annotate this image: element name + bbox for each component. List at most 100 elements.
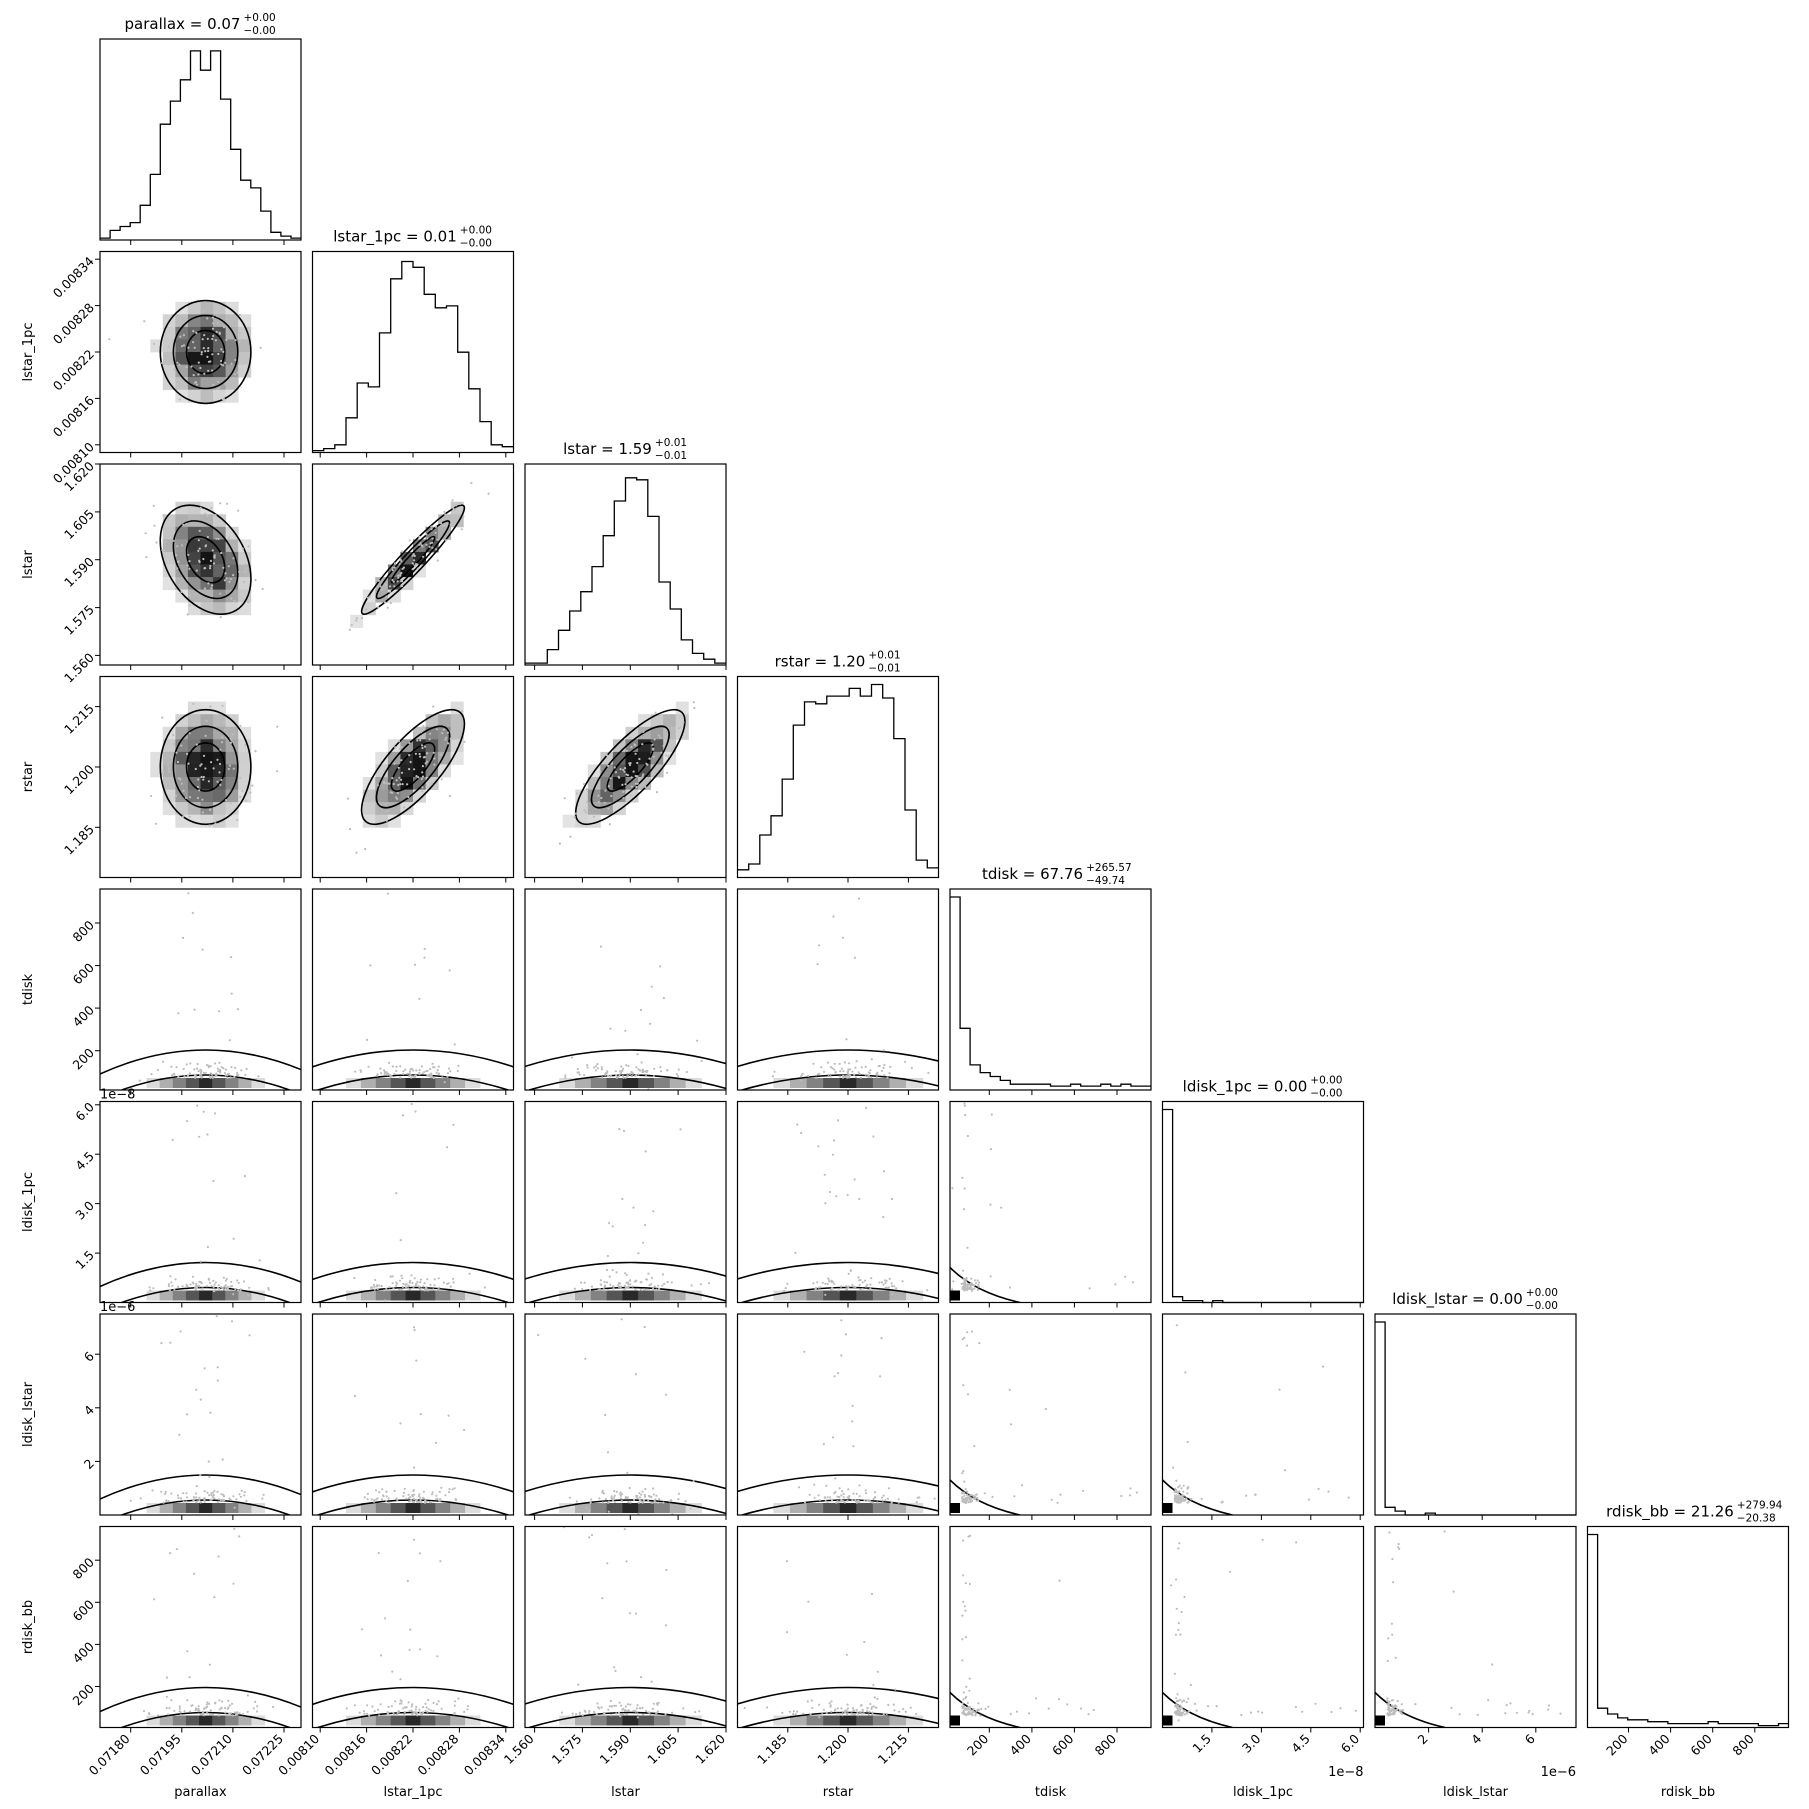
sample-point [963, 1707, 966, 1710]
density-cell [187, 739, 201, 753]
sample-point [1177, 1719, 1180, 1722]
sample-point [801, 1073, 804, 1076]
density-cell [146, 1078, 161, 1088]
sample-point [1185, 1701, 1188, 1704]
sample-point [685, 1070, 688, 1074]
sample-point [815, 1076, 818, 1079]
sample-point [629, 1703, 632, 1706]
sample-point [212, 767, 215, 770]
sample-point [1174, 1498, 1177, 1501]
sample-point [433, 757, 436, 760]
sample-point [891, 1293, 894, 1296]
sample-point [625, 1281, 628, 1284]
density-cell [225, 726, 239, 740]
density-cell [200, 314, 214, 328]
sample-point [661, 1284, 664, 1287]
sample-point [901, 1280, 904, 1283]
sample-point [186, 564, 189, 567]
sample-point [962, 1470, 965, 1473]
sample-point [366, 1492, 369, 1495]
sample-point [1181, 1494, 1184, 1497]
sample-point [638, 1499, 641, 1502]
title-minus: −0.00 [460, 238, 492, 250]
sample-point [194, 1707, 198, 1710]
sample-point [884, 1286, 887, 1289]
sample-point [424, 1702, 427, 1705]
sample-point [1178, 1542, 1181, 1545]
density-cell [839, 1290, 857, 1301]
sample-point [170, 756, 174, 759]
sample-point [428, 738, 431, 741]
sample-point [207, 369, 210, 372]
sample-point [592, 815, 596, 818]
sample-point [212, 334, 215, 338]
sample-point [575, 792, 578, 795]
sample-point [1170, 1584, 1173, 1587]
sample-point [373, 1710, 376, 1713]
x-tick-label: 1.200 [814, 1731, 850, 1767]
sample-point [430, 528, 433, 531]
y-tick-label: 0.00822 [50, 346, 97, 393]
panel-content [108, 299, 262, 405]
sample-point [842, 1492, 845, 1495]
x-tick-label: 200 [1603, 1731, 1631, 1759]
sample-point [1174, 1490, 1177, 1493]
sample-point [858, 1495, 861, 1498]
sample-point [392, 782, 395, 786]
sample-point [585, 1507, 588, 1510]
sample-point [227, 1072, 230, 1075]
sample-point [350, 623, 353, 627]
x-tick-label: 1.605 [644, 1731, 680, 1767]
sample-point [165, 1499, 168, 1502]
sample-point [186, 1699, 189, 1702]
density-cell [638, 1503, 655, 1513]
sample-point [837, 1372, 840, 1375]
sample-point [648, 757, 651, 760]
sample-point [609, 1283, 612, 1286]
x-axis-label: parallax [174, 1785, 227, 1800]
sample-point [395, 1192, 398, 1195]
x-axis-label: rstar [823, 1785, 854, 1800]
sample-point [185, 1492, 188, 1495]
density-cell [162, 739, 176, 753]
density-cell [238, 1503, 252, 1513]
sample-point [866, 1707, 869, 1710]
sample-point [586, 1064, 589, 1067]
y-tick-label: 6.0 [72, 1099, 97, 1124]
sample-point [577, 1683, 580, 1686]
sample-point [400, 759, 403, 762]
sample-point [961, 1638, 964, 1641]
sample-point [223, 1285, 226, 1288]
hist-panel-parallax: parallax = 0.07 +0.00−0.00 [99, 12, 302, 241]
sample-point [425, 760, 429, 763]
sample-point [600, 796, 603, 800]
y-tick-label: 6 [81, 1349, 97, 1365]
sample-point [395, 796, 398, 799]
sample-point [210, 1284, 213, 1288]
sample-point [578, 1711, 582, 1714]
density-cell [638, 1078, 655, 1088]
sample-point [161, 1060, 165, 1063]
sample-point [1392, 1705, 1395, 1708]
sample-point [857, 1276, 860, 1279]
sample-point [237, 1289, 240, 1292]
sample-point [185, 366, 188, 369]
sample-point [831, 1067, 834, 1070]
sample-point [1182, 1709, 1185, 1712]
sample-point [175, 1548, 178, 1551]
density-cell [622, 1715, 639, 1726]
density-cell [200, 814, 214, 828]
sample-point [870, 1706, 874, 1709]
sample-point [872, 1705, 875, 1708]
density-cell [213, 589, 227, 603]
x-tick-label: 0.00822 [368, 1731, 415, 1778]
sample-point [1390, 1622, 1393, 1625]
sample-point [657, 1701, 660, 1704]
sample-point [1390, 1708, 1393, 1711]
sample-point [400, 778, 403, 781]
density-cell [162, 789, 176, 803]
sample-point [391, 566, 394, 570]
sample-point [1124, 1275, 1127, 1278]
density-cell [185, 1715, 200, 1726]
sample-point [196, 796, 199, 800]
